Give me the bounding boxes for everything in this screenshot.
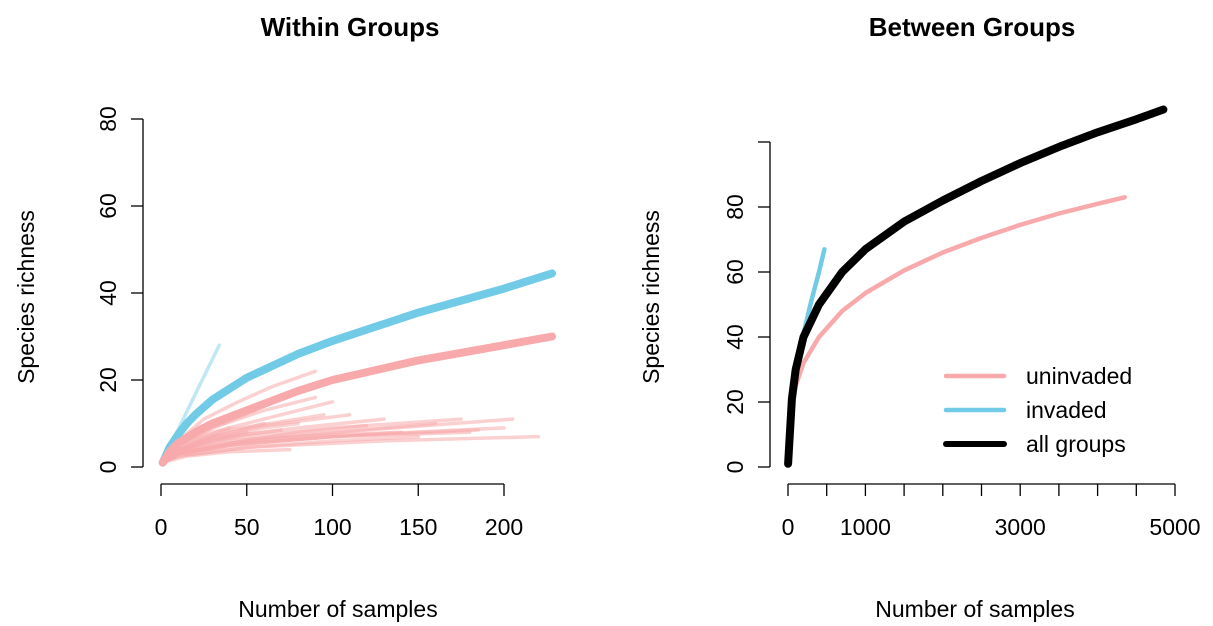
x-tick-label: 5000 <box>1149 514 1200 540</box>
x-tick-label: 0 <box>782 514 795 540</box>
series-line-uninvaded <box>160 430 472 465</box>
x-tick-label: 100 <box>313 514 351 540</box>
series-line-uninvaded <box>160 447 292 465</box>
y-tick-label: 60 <box>95 193 121 219</box>
x-tick-label: 0 <box>155 514 168 540</box>
x-axis-label: Number of samples <box>875 596 1074 622</box>
x-tick-label: 150 <box>399 514 437 540</box>
y-tick-label: 80 <box>722 194 748 220</box>
chart-title: Between Groups <box>869 12 1076 42</box>
y-tick-label: 0 <box>722 461 748 474</box>
chart-title: Within Groups <box>261 12 440 42</box>
series-line-invaded <box>158 269 556 467</box>
y-tick-label: 20 <box>722 389 748 415</box>
x-tick-label: 200 <box>485 514 523 540</box>
plot-lines <box>158 269 556 467</box>
y-tick-label: 40 <box>722 324 748 350</box>
x-axis-label: Number of samples <box>238 596 437 622</box>
series-line-uninvaded <box>158 332 556 467</box>
y-tick-label: 60 <box>722 259 748 285</box>
series-line-all-groups <box>784 105 1168 468</box>
within-groups-panel: Within Groups Number of samples Species … <box>13 12 556 622</box>
x-tick-label: 3000 <box>995 514 1046 540</box>
legend-label: all groups <box>1026 431 1126 457</box>
y-tick-label: 0 <box>95 461 121 474</box>
legend-label: invaded <box>1026 397 1107 423</box>
y-tick-label: 80 <box>95 106 121 132</box>
y-tick-label: 40 <box>95 280 121 306</box>
axes: 0 50 100 150 200 0 20 40 60 80 <box>95 106 523 540</box>
axes: 0 1000 3000 5000 0 20 40 60 80 <box>722 141 1201 540</box>
plot-lines <box>784 105 1168 468</box>
x-tick-label: 1000 <box>840 514 891 540</box>
series-line-uninvaded <box>785 195 1127 467</box>
legend-label: uninvaded <box>1026 363 1132 389</box>
y-axis-label: Species richness <box>638 210 664 384</box>
y-tick-label: 20 <box>95 367 121 393</box>
x-tick-label: 50 <box>234 514 260 540</box>
legend: uninvaded invaded all groups <box>943 363 1132 457</box>
between-groups-panel: Between Groups Number of samples Species… <box>638 12 1201 622</box>
y-axis-label: Species richness <box>13 210 39 384</box>
